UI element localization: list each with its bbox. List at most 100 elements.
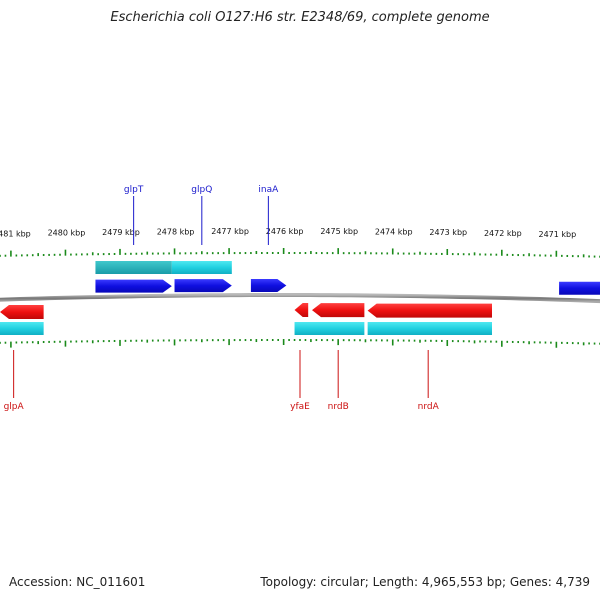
scale-tick-lower	[441, 339, 443, 342]
scale-tick-lower	[228, 339, 230, 346]
scale-tick-upper	[501, 249, 503, 256]
scale-tick-lower	[4, 341, 7, 344]
reverse-cds[interactable]	[294, 322, 365, 335]
scale-tick-upper	[233, 252, 236, 255]
scale-tick-upper	[484, 253, 487, 256]
forward-gene[interactable]	[559, 281, 600, 295]
scale-tick-upper	[397, 252, 399, 255]
gene-label-nrdA[interactable]: nrdA	[418, 402, 440, 412]
scale-tick-lower	[113, 339, 116, 342]
scale-tick-upper	[315, 252, 318, 255]
scale-tick-lower	[353, 339, 356, 342]
gene-label-nrdB[interactable]: nrdB	[328, 402, 349, 412]
gene-label-inaA[interactable]: inaA	[258, 185, 279, 195]
scale-tick-upper	[511, 253, 514, 256]
scale-tick-lower	[397, 339, 399, 342]
forward-cds[interactable]	[171, 261, 232, 274]
scale-tick-lower	[484, 340, 487, 343]
reverse-gene[interactable]	[0, 304, 44, 319]
forward-cds[interactable]	[95, 261, 172, 274]
scale-label: 2477 kbp	[211, 227, 249, 236]
forward-gene[interactable]	[250, 279, 287, 293]
scale-tick-upper	[326, 252, 329, 255]
scale-tick-upper	[577, 255, 579, 258]
reverse-cds[interactable]	[0, 322, 44, 335]
gene-track	[0, 279, 600, 319]
scale-tick-lower	[375, 339, 378, 342]
gene-label-glpA[interactable]: glpA	[4, 402, 25, 412]
scale-tick-lower	[91, 340, 94, 344]
reverse-gene[interactable]	[367, 303, 492, 318]
scale-tick-upper	[48, 253, 50, 256]
scale-tick-upper	[566, 254, 569, 257]
scale-tick-lower	[64, 340, 67, 347]
scale-tick-lower	[430, 339, 432, 342]
scale-tick-lower	[70, 340, 72, 343]
scale-tick-lower	[462, 340, 465, 343]
scale-tick-upper	[381, 252, 383, 255]
scale-tick-upper	[244, 252, 247, 255]
scale-tick-upper	[561, 254, 563, 257]
reverse-gene[interactable]	[294, 303, 309, 318]
scale-tick-lower	[310, 339, 312, 343]
scale-tick-lower	[244, 339, 247, 342]
gene-label-glpT[interactable]: glpT	[124, 185, 144, 195]
scale-label: 2473 kbp	[429, 228, 467, 237]
scale-tick-upper	[217, 252, 219, 255]
scale-tick-upper	[102, 253, 105, 256]
forward-gene[interactable]	[174, 279, 232, 293]
scale-tick-lower	[10, 341, 12, 348]
scale-tick-lower	[517, 341, 519, 344]
gene-labels: glpT glpQ inaA glpA yfaE nrdB nrdA	[4, 185, 440, 412]
scale-tick-lower	[468, 340, 470, 343]
scale-tick-lower	[402, 339, 405, 342]
forward-gene[interactable]	[95, 279, 172, 293]
scale-tick-lower	[326, 339, 329, 342]
scale-tick-lower	[151, 339, 154, 342]
scale-tick-upper	[386, 252, 389, 255]
reverse-gene[interactable]	[312, 303, 365, 318]
scale-tick-lower	[561, 341, 563, 344]
scale-tick-lower	[271, 339, 274, 342]
scale-tick-lower	[386, 339, 389, 342]
gene-label-glpQ[interactable]: glpQ	[191, 185, 212, 195]
scale-tick-upper	[266, 252, 269, 255]
scale-tick-lower	[288, 339, 290, 342]
scale-tick-lower	[146, 339, 149, 343]
scale-tick-upper	[211, 252, 214, 255]
scale-tick-upper	[157, 252, 159, 255]
scale-tick-upper	[206, 252, 209, 255]
scale-tick-upper	[239, 252, 241, 255]
scale-tick-lower	[348, 339, 350, 342]
scale-tick-upper	[342, 252, 345, 255]
reverse-cds[interactable]	[367, 322, 492, 335]
scale-tick-upper	[261, 252, 263, 255]
scale-tick-upper	[348, 252, 350, 255]
scale-label: 2479 kbp	[102, 228, 140, 237]
gene-label-yfaE[interactable]: yfaE	[290, 402, 310, 412]
scale-tick-upper	[391, 248, 394, 255]
scale-tick-lower	[299, 339, 301, 342]
scale-tick-upper	[479, 253, 481, 256]
scale-tick-lower	[550, 341, 552, 344]
scale-tick-upper	[108, 253, 110, 256]
scale-tick-lower	[419, 339, 421, 343]
scale-tick-upper	[228, 248, 230, 255]
scale-tick-upper	[364, 251, 367, 255]
scale-tick-upper	[468, 253, 470, 256]
scale-tick-upper	[146, 251, 149, 255]
scale-tick-lower	[315, 339, 318, 342]
scale-tick-lower	[413, 339, 416, 342]
scale-label: 2471 kbp	[539, 230, 577, 239]
scale-tick-upper	[141, 252, 143, 255]
scale-tick-upper	[59, 253, 61, 256]
scale-tick-upper	[64, 249, 67, 256]
scale-label: 2475 kbp	[320, 227, 358, 236]
scale-tick-upper	[571, 255, 574, 258]
scale-tick-upper	[179, 252, 181, 255]
scale-tick-lower	[506, 340, 509, 343]
scale-tick-lower	[337, 339, 339, 346]
scale-tick-upper	[135, 252, 138, 255]
scale-tick-upper	[331, 252, 334, 255]
